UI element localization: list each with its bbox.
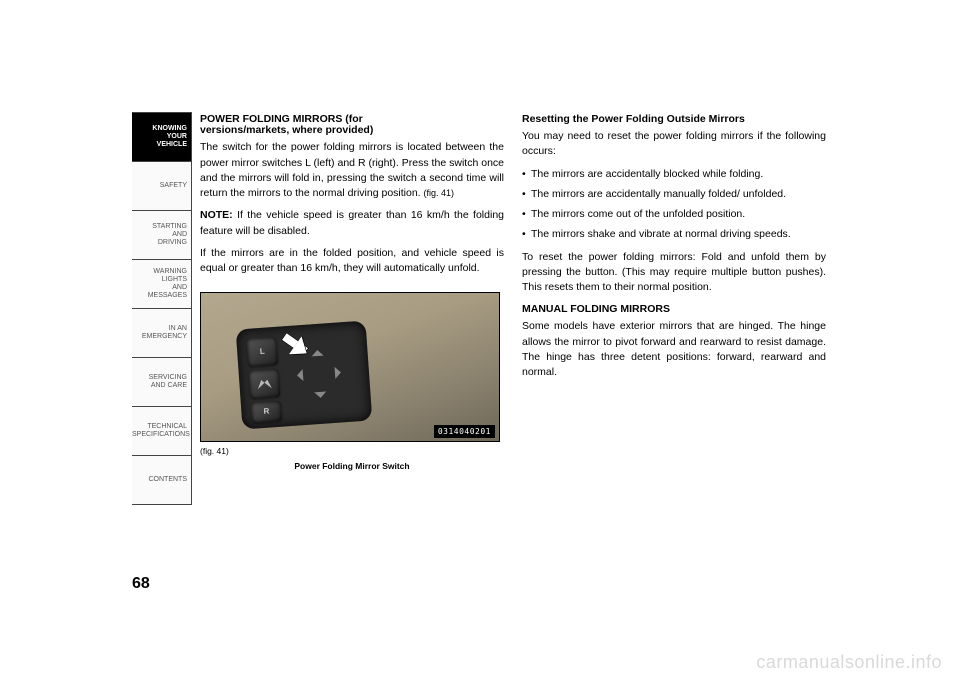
column-left: POWER FOLDING MIRRORS (for versions/mark… [200,112,504,472]
paragraph: Some models have exterior mirrors that a… [522,319,826,380]
tab-servicing-and-care[interactable]: SERVICINGAND CARE [132,357,192,407]
note-paragraph: NOTE: If the vehicle speed is greater th… [200,208,504,238]
list-item: The mirrors come out of the unfolded pos… [522,207,826,222]
tab-label: SAFETY [132,182,187,190]
tab-label: STARTINGANDDRIVING [132,223,187,247]
dpad-left-icon [291,369,304,382]
figure-caption: Power Folding Mirror Switch [200,460,504,472]
tab-starting-and-driving[interactable]: STARTINGANDDRIVING [132,210,192,260]
fig-ref: (fig. 41) [424,188,455,198]
mirror-button-right: R [251,401,282,423]
tab-warning-lights[interactable]: WARNINGLIGHTSANDMESSAGES [132,259,192,309]
paragraph: You may need to reset the power folding … [522,129,826,159]
section-tabs: KNOWINGYOURVEHICLE SAFETY STARTINGANDDRI… [132,112,192,504]
tab-safety[interactable]: SAFETY [132,161,192,211]
paragraph-text: The switch for the power folding mirrors… [200,141,504,199]
column-right: Resetting the Power Folding Outside Mirr… [522,112,826,472]
watermark: carmanualsonline.info [756,652,942,673]
list-item: The mirrors shake and vibrate at normal … [522,227,826,242]
mirror-button-left: L [246,337,278,367]
paragraph: To reset the power folding mirrors: Fold… [522,250,826,296]
list-item: The mirrors are accidentally manually fo… [522,187,826,202]
figure-code: 0314040201 [434,425,495,439]
tab-contents[interactable]: CONTENTS [132,455,192,505]
content-columns: POWER FOLDING MIRRORS (for versions/mark… [200,112,826,472]
tab-in-an-emergency[interactable]: IN ANEMERGENCY [132,308,192,358]
figure-label: (fig. 41) [200,445,504,457]
tab-label: WARNINGLIGHTSANDMESSAGES [132,268,187,300]
mirror-button-fold [249,369,281,399]
heading-resetting-mirrors: Resetting the Power Folding Outside Mirr… [522,112,826,127]
tab-label: IN ANEMERGENCY [132,325,187,341]
tab-label: SERVICINGAND CARE [132,374,187,390]
paragraph: If the mirrors are in the folded positio… [200,246,504,276]
bullet-list: The mirrors are accidentally blocked whi… [522,167,826,243]
manual-page: KNOWINGYOURVEHICLE SAFETY STARTINGANDDRI… [0,0,960,679]
heading-manual-folding-mirrors: MANUAL FOLDING MIRRORS [522,302,826,317]
page-number: 68 [132,575,150,593]
tab-label: KNOWINGYOURVEHICLE [132,125,187,149]
tab-knowing-your-vehicle[interactable]: KNOWINGYOURVEHICLE [132,112,192,162]
dpad-right-icon [335,366,348,379]
tab-label: TECHNICALSPECIFICATIONS [132,423,187,439]
figure-power-folding-switch: L R [200,292,500,442]
tab-technical-specs[interactable]: TECHNICALSPECIFICATIONS [132,406,192,456]
tab-label: CONTENTS [132,476,187,484]
dpad-down-icon [314,392,327,405]
list-item: The mirrors are accidentally blocked whi… [522,167,826,182]
fold-icon [255,376,274,391]
paragraph: The switch for the power folding mirrors… [200,140,504,201]
note-text: If the vehicle speed is greater than 16 … [200,209,504,236]
heading-power-folding-mirrors-b: versions/markets, where provided) [200,123,504,138]
note-label: NOTE: [200,209,233,221]
